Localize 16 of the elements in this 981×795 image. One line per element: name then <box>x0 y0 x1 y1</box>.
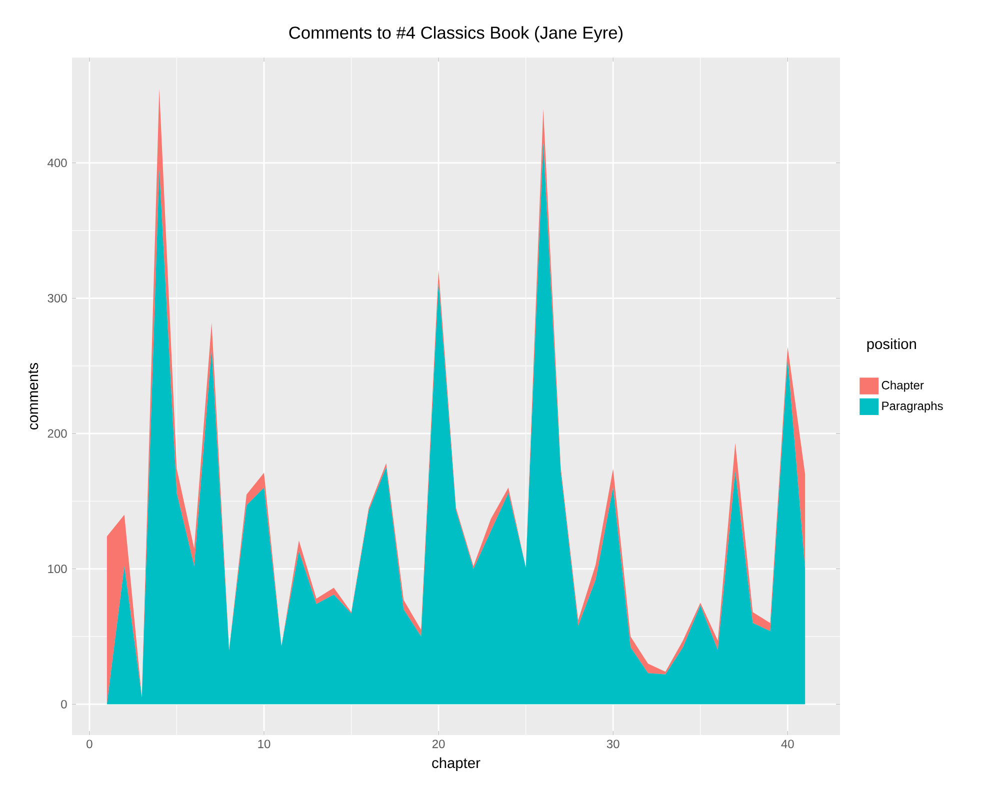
legend-title: position <box>867 338 916 352</box>
y-tick-label: 100 <box>48 564 67 574</box>
legend-label: Paragraphs <box>882 401 943 413</box>
y-axis-title: comments <box>28 363 38 430</box>
x-axis-title: chapter <box>432 757 480 772</box>
x-tick-label: 0 <box>86 740 92 748</box>
y-tick-label: 400 <box>48 158 67 168</box>
y-tick-label: 0 <box>61 700 67 708</box>
y-tick-label: 200 <box>48 429 67 438</box>
x-tick-label: 30 <box>606 740 620 748</box>
chart-title: Comments to #4 Classics Book (Jane Eyre) <box>289 26 622 42</box>
x-tick-label: 10 <box>258 740 270 748</box>
legend-label: Chapter <box>882 380 924 392</box>
x-tick-label: 40 <box>781 740 794 748</box>
x-tick-label: 20 <box>432 740 445 748</box>
y-tick-label: 300 <box>48 294 67 302</box>
